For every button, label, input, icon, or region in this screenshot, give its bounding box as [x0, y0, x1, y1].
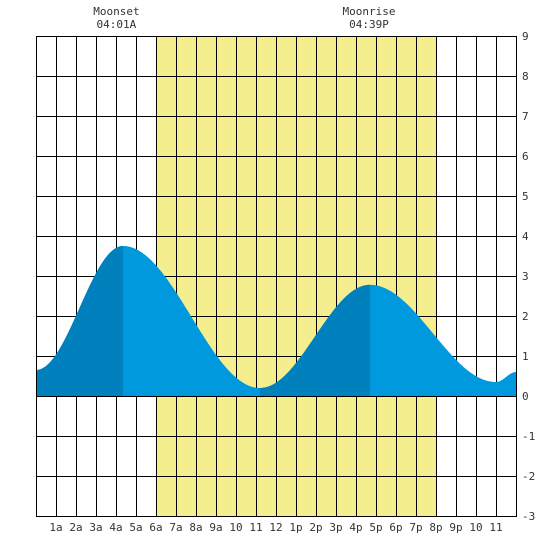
plot-border [36, 36, 517, 517]
y-tick-label: 8 [522, 70, 529, 83]
x-tick-label: 11 [489, 521, 502, 534]
x-tick-label: 8a [189, 521, 202, 534]
x-tick-label: 3p [329, 521, 342, 534]
y-tick-labels: -3 -2 -1 0 1 2 3 4 5 6 7 8 9 [522, 30, 535, 523]
tide-area [36, 246, 516, 396]
y-tick-label: 4 [522, 230, 529, 243]
moon-event-label: Moonrise [343, 5, 396, 18]
x-tick-label: 11 [249, 521, 262, 534]
y-tick-label: 6 [522, 150, 529, 163]
x-tick-label: 5a [129, 521, 142, 534]
x-tick-label: 8p [429, 521, 442, 534]
x-tick-label: 3a [89, 521, 102, 534]
x-tick-label: 4p [349, 521, 362, 534]
x-tick-labels: 1a 2a 3a 4a 5a 6a 7a 8a 9a 10 11 12 1p 2p 3p 4p 5p 6p 7p 8p… [49, 521, 502, 534]
moon-event-time: 04:01A [97, 18, 137, 31]
y-tick-label: -2 [522, 470, 535, 483]
moon-event-time: 04:39P [349, 18, 389, 31]
x-tick-label: 2p [309, 521, 322, 534]
y-tick-label: 1 [522, 350, 529, 363]
x-tick-label: 7a [169, 521, 182, 534]
x-tick-label: 10 [229, 521, 242, 534]
y-tick-label: 5 [522, 190, 529, 203]
tide-area-rising [260, 284, 370, 396]
y-tick-label: -1 [522, 430, 535, 443]
y-tick-label: 0 [522, 390, 529, 403]
x-tick-label: 4a [109, 521, 122, 534]
y-tick-label: -3 [522, 510, 535, 523]
tide-series [36, 246, 516, 396]
x-tick-label: 6a [149, 521, 162, 534]
x-tick-label: 9p [449, 521, 462, 534]
x-tick-label: 7p [409, 521, 422, 534]
y-tick-label: 9 [522, 30, 529, 43]
y-tick-label: 7 [522, 110, 529, 123]
x-tick-label: 10 [469, 521, 482, 534]
y-tick-label: 3 [522, 270, 529, 283]
x-tick-label: 12 [269, 521, 282, 534]
x-tick-label: 9a [209, 521, 222, 534]
x-tick-label: 1p [289, 521, 302, 534]
x-tick-label: 6p [389, 521, 402, 534]
tide-area-rising [36, 246, 123, 396]
x-tick-label: 1a [49, 521, 62, 534]
y-tick-label: 2 [522, 310, 529, 323]
x-tick-label: 2a [69, 521, 82, 534]
x-tick-label: 5p [369, 521, 382, 534]
plot-frame [36, 36, 517, 517]
moon-event-label: Moonset [93, 5, 139, 18]
